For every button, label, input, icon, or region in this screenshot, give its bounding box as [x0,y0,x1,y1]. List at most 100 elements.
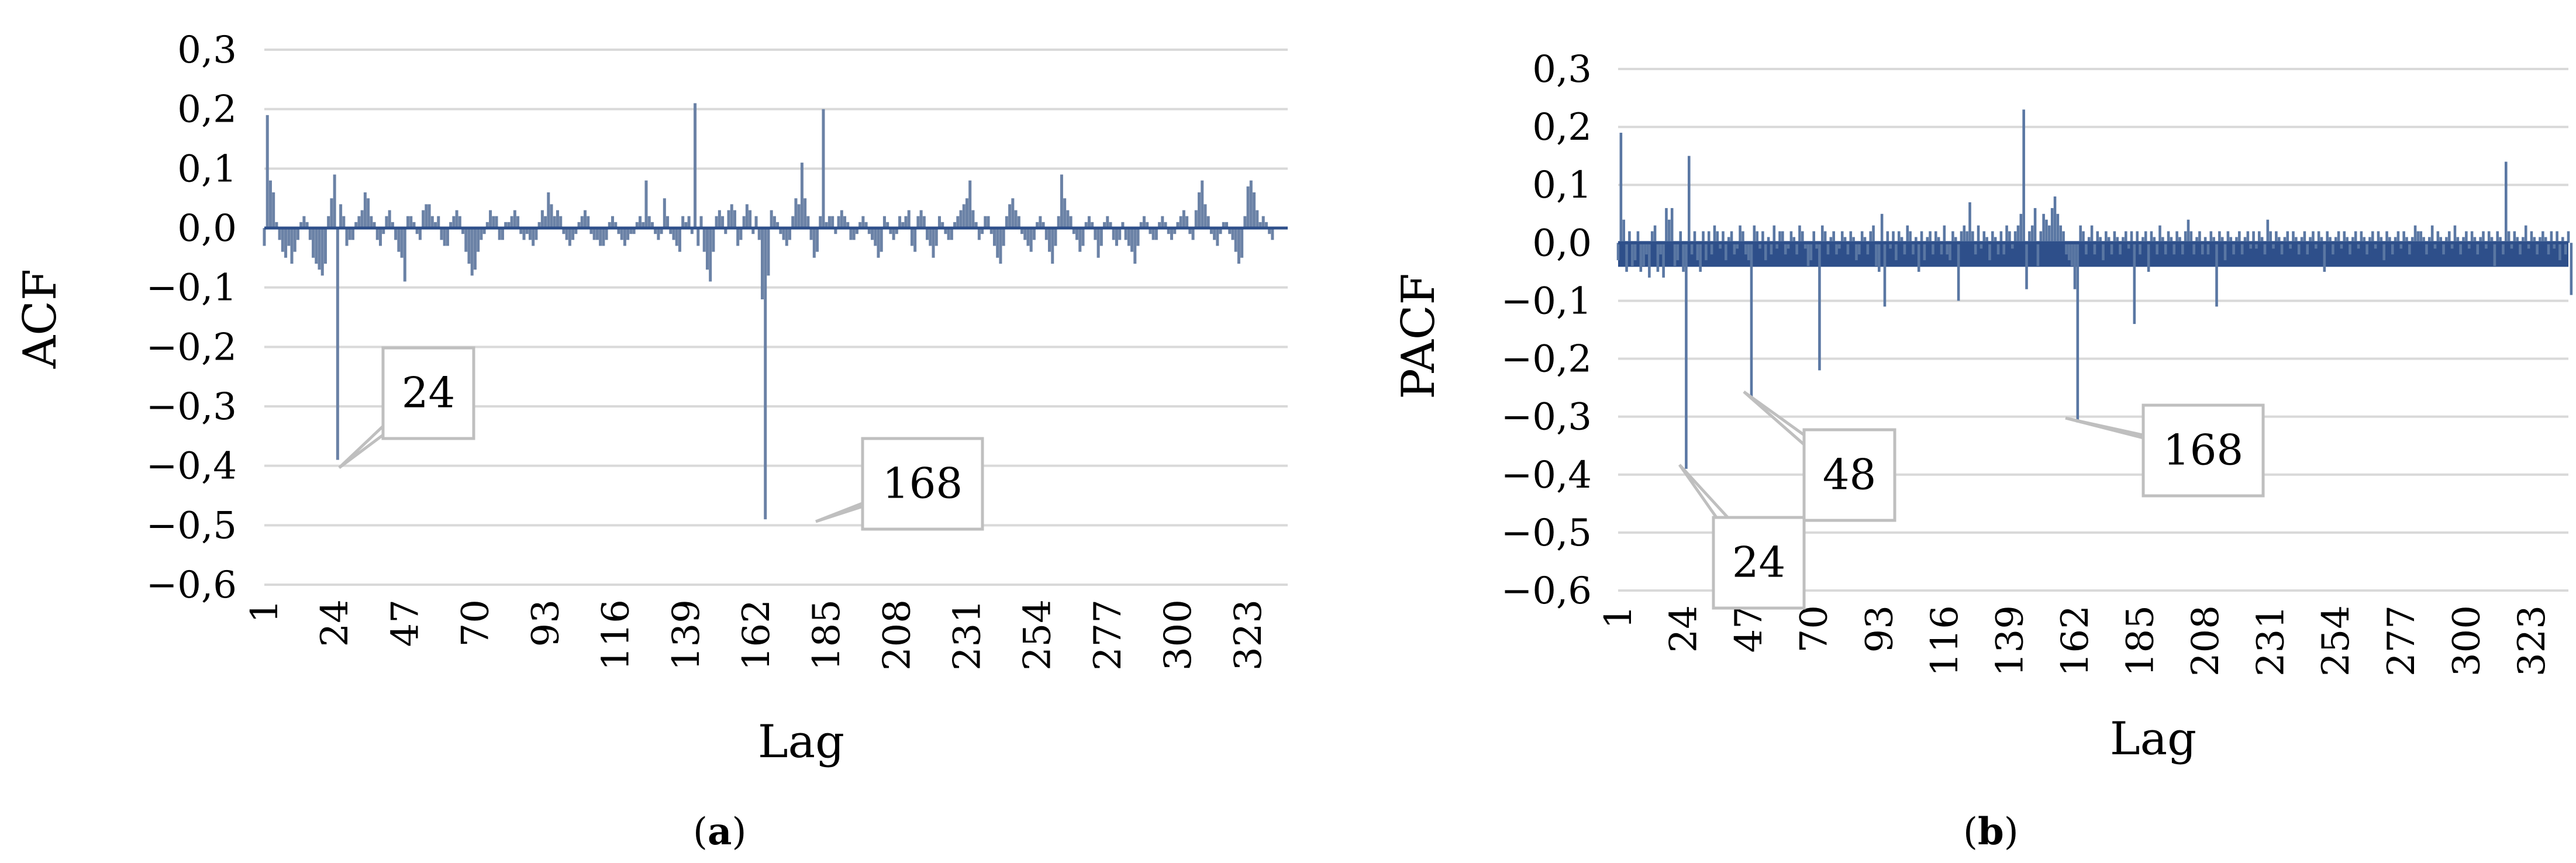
bar [2175,231,2178,243]
y-tick-label: 0,1 [1532,164,1592,207]
bar [1636,231,1640,243]
bar [2263,243,2267,255]
bar [2312,231,2315,243]
bar [611,216,615,228]
bar [2124,231,2127,243]
bar [1118,228,1122,240]
bar [1182,210,1185,228]
x-tick-label: 47 [384,599,427,647]
bar [339,204,343,228]
bar [1063,198,1067,228]
bar [2399,243,2403,249]
bar [1795,243,1798,255]
bar [2142,237,2144,243]
bar [2025,243,2028,289]
bar [2425,243,2428,255]
bar [1849,231,1853,243]
y-tick-label: 0,2 [177,88,237,132]
bar [690,228,694,234]
bar [2377,231,2380,243]
bar [751,228,755,234]
bar [2189,231,2193,243]
bar [1940,243,1943,255]
bar [1261,216,1265,228]
bar [2300,237,2303,243]
bar [1733,243,1736,255]
bar [937,216,941,228]
bar [2229,237,2233,243]
bar [1670,208,1674,243]
caption-letter: a [707,810,732,854]
bar [1996,243,2000,255]
bar [2019,213,2023,243]
x-tick-label: 116 [1923,605,1967,676]
bar [1164,222,1167,228]
y-tick-label: −0,4 [146,445,237,488]
bar [614,222,618,228]
bar [293,228,296,252]
bar [437,216,440,228]
bar [2570,243,2573,295]
y-tick-label: −0,5 [1501,512,1592,555]
bar [1809,243,1813,261]
bar [1271,228,1274,240]
y-tick-label: −0,3 [1501,396,1592,439]
bar [302,216,306,228]
bar [1249,180,1253,228]
bar [290,228,294,264]
bar [2257,231,2261,243]
x-tick-label: 277 [1087,599,1130,671]
caption-letter: b [1977,810,2004,854]
bar [1806,243,1810,266]
bar [892,228,895,240]
bar [971,210,975,228]
bar [2385,231,2388,243]
bar [516,216,520,228]
bar [1039,216,1042,228]
bar [1194,210,1198,228]
caption-open: ( [693,810,708,854]
bar [855,228,858,234]
bar [2002,243,2005,255]
bar [1838,243,1841,249]
bar [1897,231,1901,243]
bar [470,228,474,276]
bar [660,228,663,234]
bar [2388,237,2391,243]
bar [705,228,709,270]
bar [2303,231,2306,243]
bar [1758,243,1761,249]
bar [2499,237,2502,243]
bar [2212,237,2215,243]
bar [2360,231,2363,243]
bar [367,198,370,228]
bar [587,216,590,228]
bar [1906,225,1909,243]
bar [2317,231,2320,243]
bar [2295,237,2298,243]
bar [1154,228,1158,240]
bar [1112,228,1115,240]
bar [864,222,868,228]
bar [1815,243,1818,249]
callout-label: 48 [1823,450,1877,499]
bar [458,216,461,228]
bar [1772,225,1776,243]
bar [1719,243,1722,249]
callout-box [861,437,984,531]
bar [989,228,993,234]
bar [1197,192,1201,228]
bar [2476,243,2480,255]
bar [430,216,434,228]
pacf-chart: 0,3 0,2 0,1 0,0 −0,1 −0,2 −0,3 −0,4 −0,5 −0,61 24 4… [1392,48,2573,765]
bar [595,228,599,240]
bar [699,216,703,228]
bar [2561,237,2564,243]
bar [2329,237,2332,243]
bar [2516,237,2519,243]
x-tick-label: 323 [1227,599,1270,671]
bar [2042,213,2045,243]
bar [721,216,725,228]
bar [2536,243,2539,255]
bar [2567,231,2570,243]
